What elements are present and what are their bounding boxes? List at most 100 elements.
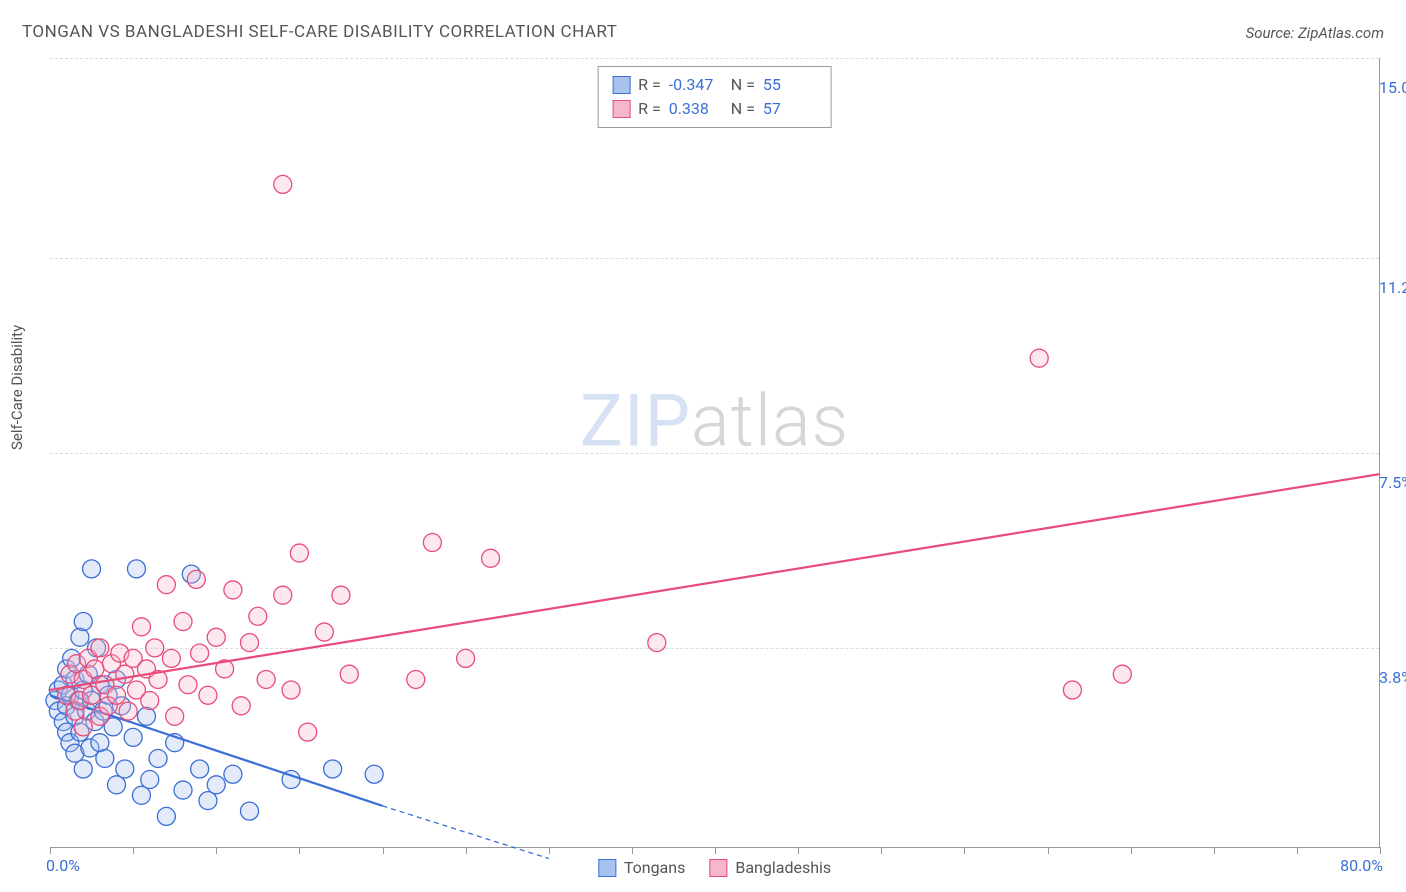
x-tick	[50, 847, 51, 854]
series-legend: Tongans Bangladeshis	[598, 858, 831, 877]
data-point	[241, 634, 259, 652]
data-point	[457, 649, 475, 667]
r-label: R =	[638, 73, 661, 97]
data-point	[482, 549, 500, 567]
x-tick	[1297, 847, 1298, 854]
y-axis-label: Self-Care Disability	[8, 325, 26, 450]
data-point	[332, 586, 350, 604]
data-point	[224, 765, 242, 783]
data-point	[96, 749, 114, 767]
data-point	[137, 707, 155, 725]
data-point	[74, 718, 92, 736]
data-point	[224, 581, 242, 599]
data-point	[299, 723, 317, 741]
trend-line	[50, 474, 1380, 690]
x-tick	[1131, 847, 1132, 854]
data-point	[116, 665, 134, 683]
x-tick	[1048, 847, 1049, 854]
data-point	[207, 628, 225, 646]
x-tick	[964, 847, 965, 854]
data-point	[108, 776, 126, 794]
swatch-tongans	[612, 76, 630, 94]
data-point	[199, 686, 217, 704]
data-point	[199, 792, 217, 810]
data-point	[116, 760, 134, 778]
data-point	[282, 681, 300, 699]
data-point	[1063, 681, 1081, 699]
r-value-tongans: -0.347	[669, 73, 723, 97]
data-point	[407, 670, 425, 688]
scatter-svg	[50, 58, 1379, 847]
data-point	[241, 802, 259, 820]
correlation-legend: R = -0.347 N = 55 R = 0.338 N = 57	[597, 66, 832, 128]
x-tick	[1380, 847, 1381, 854]
data-point	[91, 639, 109, 657]
data-point	[179, 676, 197, 694]
n-value-bangladeshis: 57	[763, 97, 817, 121]
data-point	[423, 534, 441, 552]
data-point	[257, 670, 275, 688]
data-point	[324, 760, 342, 778]
source-label: Source: ZipAtlas.com	[1246, 24, 1384, 42]
legend-label-bangladeshis: Bangladeshis	[735, 858, 831, 877]
x-tick	[798, 847, 799, 854]
data-point	[124, 728, 142, 746]
x-tick	[383, 847, 384, 854]
r-label: R =	[638, 97, 661, 121]
data-point	[187, 570, 205, 588]
chart-container: TONGAN VS BANGLADESHI SELF-CARE DISABILI…	[0, 0, 1406, 892]
legend-row-tongans: R = -0.347 N = 55	[612, 73, 817, 97]
data-point	[340, 665, 358, 683]
x-tick	[466, 847, 467, 854]
data-point	[166, 707, 184, 725]
data-point	[162, 649, 180, 667]
data-point	[86, 660, 104, 678]
data-point	[249, 607, 267, 625]
legend-label-tongans: Tongans	[624, 858, 686, 877]
x-tick	[715, 847, 716, 854]
x-tick	[549, 847, 550, 854]
data-point	[83, 560, 101, 578]
data-point	[132, 786, 150, 804]
data-point	[132, 618, 150, 636]
data-point	[274, 586, 292, 604]
data-point	[207, 776, 225, 794]
plot-area: ZIPatlas R = -0.347 N = 55 R = 0.338 N =…	[50, 58, 1380, 848]
chart-title: TONGAN VS BANGLADESHI SELF-CARE DISABILI…	[22, 22, 617, 42]
data-point	[74, 613, 92, 631]
swatch-tongans-icon	[598, 859, 616, 877]
swatch-bangladeshis	[612, 100, 630, 118]
x-tick	[1214, 847, 1215, 854]
x-max-label: 80.0%	[1340, 856, 1383, 875]
data-point	[74, 760, 92, 778]
data-point	[365, 765, 383, 783]
data-point	[315, 623, 333, 641]
n-label: N =	[731, 97, 755, 121]
data-point	[141, 771, 159, 789]
n-label: N =	[731, 73, 755, 97]
x-tick	[299, 847, 300, 854]
data-point	[127, 560, 145, 578]
data-point	[71, 628, 89, 646]
data-point	[648, 634, 666, 652]
n-value-tongans: 55	[763, 73, 817, 97]
data-point	[174, 781, 192, 799]
data-point	[274, 175, 292, 193]
legend-item-bangladeshis: Bangladeshis	[709, 858, 831, 877]
x-tick	[216, 847, 217, 854]
data-point	[174, 613, 192, 631]
legend-row-bangladeshis: R = 0.338 N = 57	[612, 97, 817, 121]
data-point	[141, 692, 159, 710]
data-point	[119, 702, 137, 720]
x-tick	[881, 847, 882, 854]
data-point	[157, 576, 175, 594]
x-tick	[632, 847, 633, 854]
data-point	[108, 686, 126, 704]
data-point	[191, 760, 209, 778]
data-point	[1030, 349, 1048, 367]
data-point	[1113, 665, 1131, 683]
data-point	[157, 807, 175, 825]
swatch-bangladeshis-icon	[709, 859, 727, 877]
r-value-bangladeshis: 0.338	[669, 97, 723, 121]
data-point	[146, 639, 164, 657]
